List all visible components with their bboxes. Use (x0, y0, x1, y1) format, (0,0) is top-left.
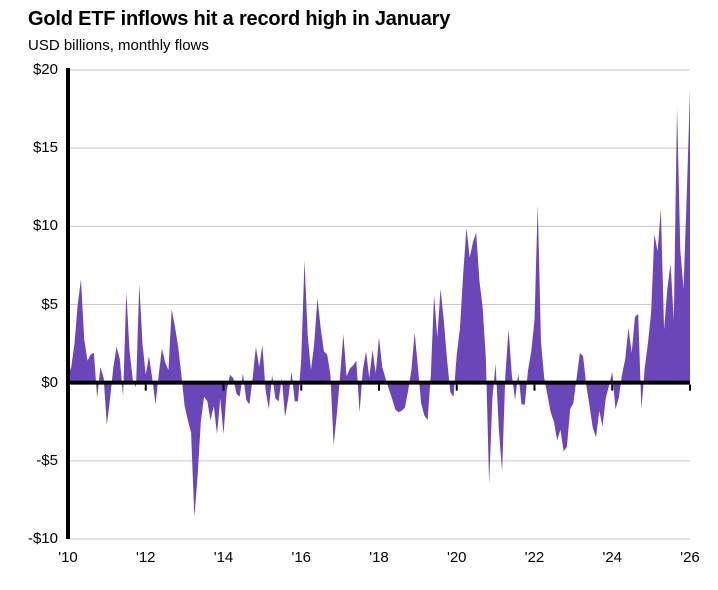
x-tick-label: '24 (602, 549, 623, 566)
y-tick-label: $5 (41, 295, 58, 313)
x-tick-label: '14 (213, 549, 234, 566)
y-tick-label: $15 (32, 139, 58, 157)
x-tick-label: '18 (369, 549, 389, 566)
x-tick-label: '22 (524, 549, 545, 566)
x-tick-label: '12 (135, 549, 156, 566)
page-title: Gold ETF inflows hit a record high in Ja… (28, 8, 451, 30)
x-tick-label: '10 (58, 549, 78, 566)
area-series (68, 90, 690, 518)
y-tick-label: -$5 (36, 451, 58, 469)
x-tick-label: '16 (291, 549, 312, 566)
page-subtitle: USD billions, monthly flows (28, 37, 209, 54)
y-tick-label: -$10 (27, 530, 58, 547)
y-tick-label: $20 (32, 61, 58, 78)
y-tick-label: $0 (41, 373, 58, 391)
x-tick-label: '20 (446, 549, 467, 566)
x-tick-label: '26 (680, 549, 700, 566)
y-tick-label: $10 (32, 217, 58, 235)
